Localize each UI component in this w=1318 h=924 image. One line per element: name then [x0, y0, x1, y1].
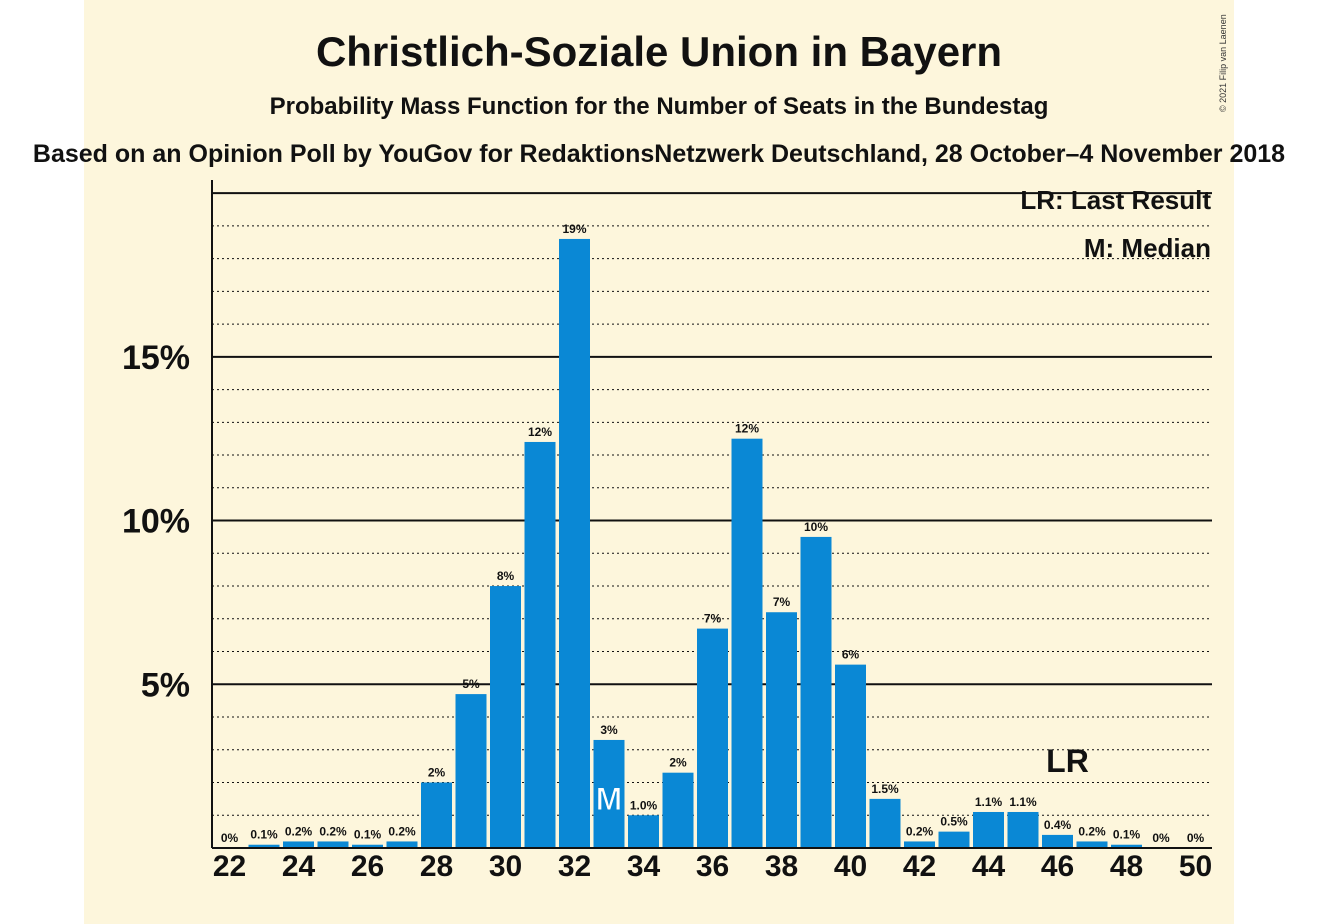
data-label-seat-37: 12%	[735, 422, 759, 436]
y-tick-5: 5%	[141, 666, 190, 704]
gridlines	[212, 192, 1212, 816]
bar-seat-48	[1111, 844, 1142, 848]
bar-seat-46	[1042, 834, 1073, 848]
data-label-seat-41: 1.5%	[871, 782, 899, 796]
data-label-seat-43: 0.5%	[940, 815, 968, 829]
data-label-seat-26: 0.1%	[354, 828, 382, 842]
legend-median: M: Median	[1084, 233, 1211, 263]
chart-title: Christlich-Soziale Union in Bayern	[316, 28, 1002, 75]
data-label-seat-34: 1.0%	[630, 798, 658, 812]
y-tick-10: 10%	[122, 503, 190, 541]
x-tick-42: 42	[903, 850, 936, 883]
data-label-seat-23: 0.1%	[250, 828, 278, 842]
data-label-seat-47: 0.2%	[1078, 824, 1106, 838]
data-label-seat-32: 19%	[562, 222, 586, 236]
x-tick-26: 26	[351, 850, 384, 883]
data-label-seat-28: 2%	[428, 766, 446, 780]
x-tick-46: 46	[1041, 850, 1074, 883]
data-label-seat-25: 0.2%	[319, 824, 347, 838]
chart-subtitle: Probability Mass Function for the Number…	[270, 93, 1049, 120]
chart-background	[84, 0, 1234, 924]
data-label-seat-40: 6%	[842, 648, 860, 662]
data-label-seat-30: 8%	[497, 569, 515, 583]
data-label-seat-46: 0.4%	[1044, 818, 1072, 832]
axes	[211, 180, 1212, 849]
bar-seat-31	[524, 441, 556, 848]
x-tick-50: 50	[1179, 850, 1212, 883]
bar-seat-26	[352, 844, 383, 848]
data-label-seat-42: 0.2%	[906, 824, 934, 838]
last-result-marker: LR	[1046, 743, 1089, 779]
data-label-seat-38: 7%	[773, 595, 791, 609]
y-tick-labels: 5% 10% 15%	[122, 339, 190, 704]
x-tick-24: 24	[282, 850, 316, 883]
bar-seat-33	[593, 739, 625, 848]
data-label-seat-24: 0.2%	[285, 824, 313, 838]
bar-seat-41	[869, 798, 901, 848]
x-tick-34: 34	[627, 850, 661, 883]
data-label-seat-39: 10%	[804, 520, 828, 534]
data-label-seat-49: 0%	[1152, 831, 1170, 845]
x-tick-44: 44	[972, 850, 1006, 883]
data-label-seat-31: 12%	[528, 425, 552, 439]
x-tick-28: 28	[420, 850, 453, 883]
data-label-seat-48: 0.1%	[1113, 828, 1141, 842]
x-tick-38: 38	[765, 850, 798, 883]
chart-source: Based on an Opinion Poll by YouGov for R…	[33, 140, 1285, 168]
x-tick-22: 22	[213, 850, 246, 883]
data-label-seat-45: 1.1%	[1009, 795, 1037, 809]
markers: M LR	[595, 743, 1089, 817]
bar-seat-27	[386, 841, 418, 848]
bar-seat-34	[628, 815, 659, 848]
bar-seat-47	[1076, 841, 1108, 848]
median-marker: M	[596, 781, 623, 817]
bar-seat-43	[938, 831, 970, 848]
bar-seat-42	[904, 841, 935, 848]
bar-seat-37	[731, 438, 763, 848]
bar-seat-36	[697, 628, 728, 848]
data-label-seat-33: 3%	[600, 723, 618, 737]
data-label-seat-29: 5%	[462, 677, 480, 691]
copyright-notice: © 2021 Filip van Laenen	[1218, 14, 1228, 112]
bar-seat-29	[455, 694, 487, 848]
x-tick-36: 36	[696, 850, 729, 883]
data-label-seat-27: 0.2%	[388, 824, 416, 838]
bar-seat-38	[766, 612, 797, 848]
bar-seat-39	[800, 536, 832, 848]
bar-seat-32	[559, 238, 590, 849]
data-label-seat-35: 2%	[669, 756, 687, 770]
x-tick-48: 48	[1110, 850, 1143, 883]
legend-last-result: LR: Last Result	[1020, 185, 1211, 215]
y-tick-15: 15%	[122, 339, 190, 377]
bar-seat-35	[662, 772, 694, 848]
bar-seat-30	[490, 586, 521, 848]
data-label-seat-44: 1.1%	[975, 795, 1003, 809]
x-tick-labels: 22 24 26 28 30 32 34 36 38 40 42 44 46 48 50	[213, 850, 1212, 883]
data-label-seat-50: 0%	[1187, 831, 1205, 845]
bar-seat-40	[835, 664, 866, 848]
bars	[248, 238, 1142, 849]
bar-seat-25	[317, 841, 349, 848]
x-tick-30: 30	[489, 850, 522, 883]
data-label-seat-36: 7%	[704, 612, 722, 626]
data-labels: 0% 0.1% 0.2% 0.2% 0.1% 0.2% 2% 5% 8% 12% 19% 3% 1.0%…	[221, 222, 1205, 845]
bar-seat-44	[973, 811, 1004, 848]
x-tick-40: 40	[834, 850, 867, 883]
bar-seat-45	[1007, 811, 1039, 848]
bar-seat-28	[421, 782, 452, 848]
bar-seat-23	[248, 844, 280, 848]
data-label-seat-22: 0%	[221, 831, 239, 845]
x-tick-32: 32	[558, 850, 591, 883]
bar-seat-24	[283, 841, 314, 848]
